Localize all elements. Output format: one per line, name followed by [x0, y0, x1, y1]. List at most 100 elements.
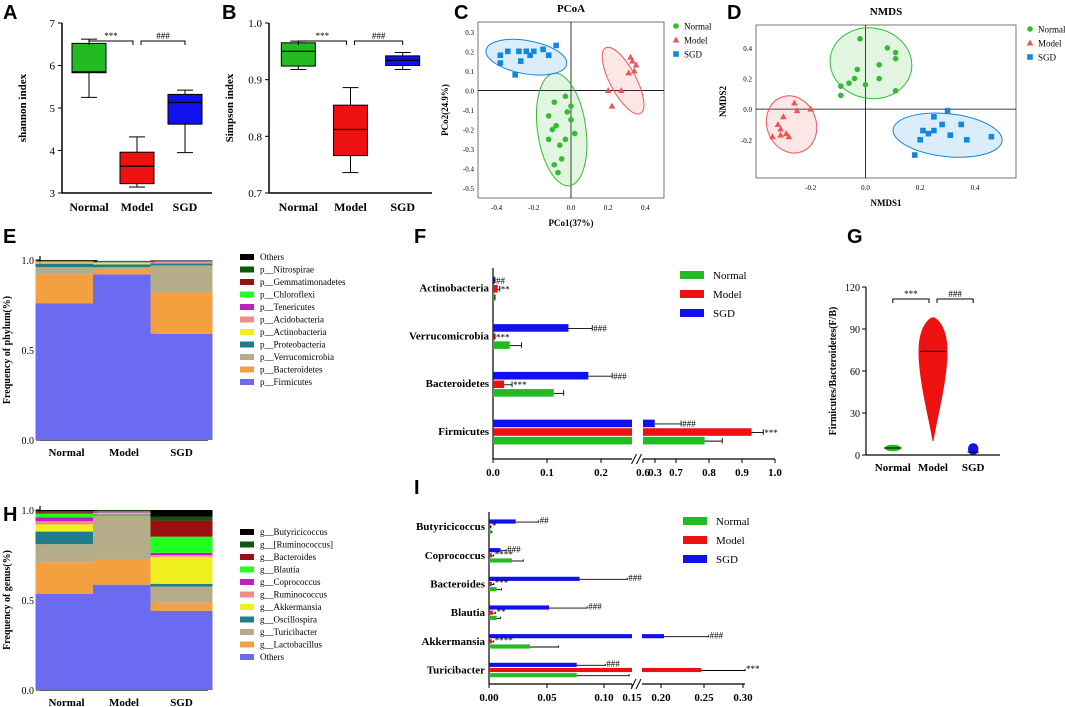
bar-normal [489, 615, 497, 620]
x-tick-label: 0.20 [651, 692, 671, 704]
point-square [925, 130, 932, 137]
y-tick-label: -0.5 [463, 185, 475, 193]
y-tick-label: 0.3 [465, 29, 474, 37]
bar-sgd [489, 662, 577, 667]
legend-label: Model [716, 535, 745, 547]
y-tick-label: -0.2 [741, 137, 753, 145]
y-category-label: Turicibacter [427, 664, 485, 676]
y-axis-label: NMDS2 [718, 86, 728, 117]
x-category-label: Normal [69, 200, 109, 214]
y-tick-label: 0.2 [743, 76, 752, 84]
legend-label: SGD [684, 50, 703, 60]
bar-sgd [489, 634, 632, 639]
significance-mark: *** [904, 289, 918, 299]
x-category-label: Model [109, 447, 139, 459]
significance-mark: ** [501, 285, 511, 295]
significance-mark: **** [495, 635, 514, 645]
point-circle [862, 81, 869, 88]
point-triangle [780, 113, 787, 120]
point-circle [557, 142, 563, 148]
significance-mark: ### [372, 31, 386, 41]
bar-model-continued [642, 667, 702, 673]
legend-swatch [240, 641, 254, 648]
significance-mark: ### [948, 289, 962, 299]
stack-segment [150, 552, 213, 555]
significance-bracket [936, 298, 974, 303]
legend-swatch [240, 529, 254, 535]
legend-label: p__Bacteroidetes [260, 365, 323, 375]
point-circle [892, 49, 899, 56]
stack-segment [150, 586, 213, 603]
significance-mark: *** [513, 380, 527, 390]
legend-swatch [240, 591, 254, 598]
significance-mark: ### [613, 371, 627, 381]
point-square [517, 58, 524, 64]
legend-label: Model [1038, 39, 1062, 49]
y-category-label: Firmicutes [438, 426, 489, 438]
x-tick-label: 0.3 [648, 467, 662, 479]
box-model [333, 104, 368, 157]
point-triangle [777, 131, 784, 138]
stack-segment [35, 524, 98, 532]
y-tick-label: 0.0 [743, 106, 752, 114]
bar-normal [489, 587, 497, 592]
x-tick-label: 0.4 [971, 184, 980, 192]
legend-swatch [240, 566, 254, 573]
point-square [527, 52, 533, 59]
y-tick-label: -0.1 [463, 107, 475, 115]
x-tick-label: 0.0 [861, 184, 870, 192]
panel-H: 0.0 0.5 1.0 Normal Model SGD Frequency of genu… [2, 506, 333, 707]
point-circle [892, 55, 899, 62]
legend-swatch [240, 254, 254, 260]
bar-model [489, 610, 493, 615]
legend-swatch [680, 309, 704, 317]
y-tick-label: 90 [850, 325, 860, 336]
bar-sgd [489, 548, 501, 553]
y-tick-label: 0.0 [22, 686, 35, 697]
point-square [958, 121, 965, 128]
y-tick-label: 4 [50, 146, 56, 158]
point-triangle [608, 102, 616, 109]
bar-model [493, 428, 632, 436]
legend-label: p__Proteobacteria [260, 340, 325, 350]
y-tick-label: 0.8 [248, 131, 262, 143]
stack-segment [150, 520, 213, 537]
bar-sgd [489, 605, 550, 610]
significance-bracket [140, 40, 186, 45]
confidence-ellipse-model [765, 95, 818, 154]
legend-swatch [680, 290, 704, 298]
bar-sgd [493, 324, 569, 332]
stack-segment [35, 521, 98, 525]
stack-segment [150, 583, 213, 587]
stack-segment [93, 512, 155, 514]
x-tick-label: 0.00 [479, 692, 499, 704]
significance-mark: *** [495, 578, 509, 588]
legend-label: g__[Ruminococcus] [260, 540, 333, 550]
point-circle [673, 23, 679, 29]
x-tick-label: 0.10 [594, 692, 614, 704]
panel-I: 0.00 0.05 0.10 0.15 0.20 0.25 0.30 Turicibacter… [416, 512, 760, 704]
confidence-ellipse-normal [829, 27, 913, 100]
point-square [540, 46, 546, 53]
point-square [497, 60, 504, 66]
stack-segment [93, 513, 155, 515]
significance-mark: ### [593, 324, 607, 334]
stack-segment [35, 260, 98, 261]
stack-segment [93, 559, 155, 585]
significance-bracket [297, 40, 347, 45]
significance-bracket [892, 298, 930, 303]
bar-sgd [493, 276, 495, 284]
x-tick-label: 0.30 [733, 692, 753, 704]
y-tick-label: 3 [50, 188, 56, 200]
chart-title: PCoA [557, 3, 585, 15]
significance-mark: *** [316, 31, 330, 41]
bar-normal [489, 558, 512, 563]
y-tick-label: 120 [845, 283, 860, 294]
y-category-label: Coprococcus [425, 550, 486, 562]
point-circle [553, 122, 559, 129]
panel-label-H: H [3, 504, 17, 526]
point-triangle [807, 105, 815, 112]
point-square [497, 52, 504, 59]
x-category-label: SGD [962, 462, 985, 474]
